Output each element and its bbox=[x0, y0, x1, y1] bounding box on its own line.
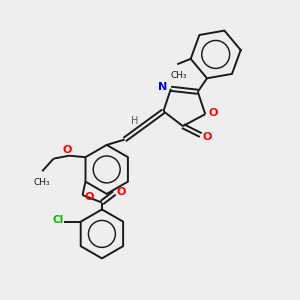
Text: O: O bbox=[202, 132, 212, 142]
Text: CH₃: CH₃ bbox=[34, 178, 50, 187]
Text: O: O bbox=[116, 187, 126, 196]
Text: O: O bbox=[208, 108, 218, 118]
Text: O: O bbox=[84, 192, 94, 202]
Text: O: O bbox=[63, 145, 72, 155]
Text: CH₃: CH₃ bbox=[170, 71, 187, 80]
Text: Cl: Cl bbox=[52, 215, 63, 225]
Text: N: N bbox=[158, 82, 167, 92]
Text: H: H bbox=[131, 116, 139, 126]
